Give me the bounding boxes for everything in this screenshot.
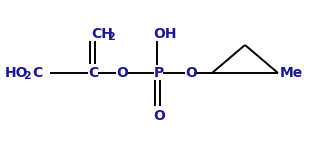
- Text: OH: OH: [153, 27, 177, 41]
- Text: O: O: [153, 109, 165, 123]
- Text: HO: HO: [5, 66, 28, 80]
- Text: 2: 2: [107, 32, 115, 42]
- Text: C: C: [32, 66, 42, 80]
- Text: C: C: [88, 66, 98, 80]
- Text: CH: CH: [91, 27, 113, 41]
- Text: 2: 2: [23, 71, 31, 81]
- Text: Me: Me: [280, 66, 303, 80]
- Text: P: P: [154, 66, 164, 80]
- Text: O: O: [116, 66, 128, 80]
- Text: O: O: [185, 66, 197, 80]
